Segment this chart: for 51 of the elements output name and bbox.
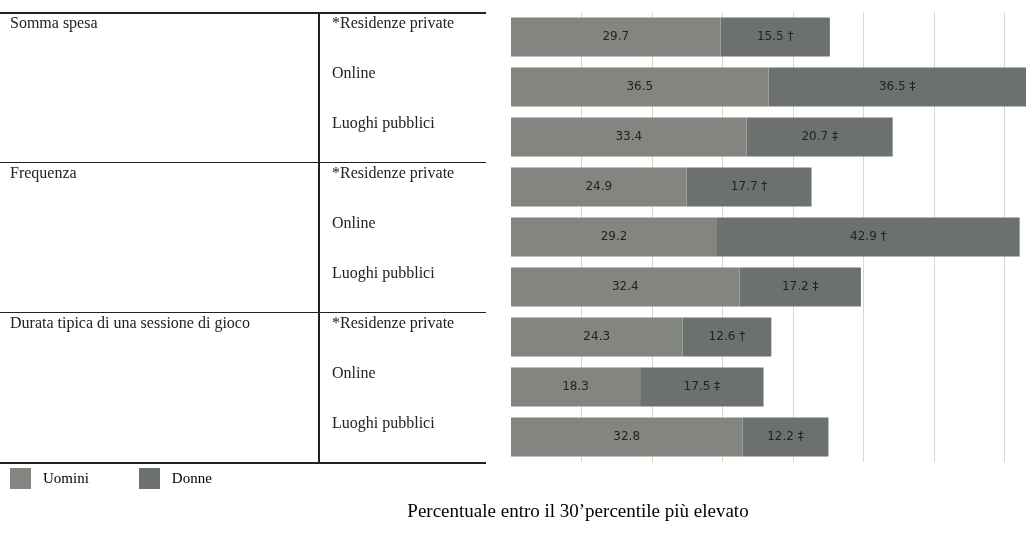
data-label: 36.5 ‡ [878, 79, 916, 94]
y-tick-label: Online [332, 214, 376, 232]
bar [511, 167, 687, 207]
y-tick-label: Luoghi pubblici [332, 114, 436, 133]
data-label: 29.7 [602, 29, 630, 44]
x-axis-title: Percentuale entro il 30’percentile più elevato [406, 500, 750, 522]
bar [717, 217, 1020, 257]
data-label: 12.2 ‡ [767, 429, 804, 444]
bar [511, 267, 740, 307]
bar [746, 117, 893, 157]
bar [686, 167, 812, 207]
data-label: 17.5 ‡ [683, 379, 721, 394]
bar [511, 317, 683, 357]
data-label: 20.7 ‡ [801, 129, 838, 144]
data-label: 24.9 [585, 179, 613, 194]
data-label: 36.5 [626, 79, 654, 94]
y-tick-label: *Residenze private [332, 14, 455, 33]
data-label: 17.2 ‡ [781, 279, 819, 294]
y-tick-label: *Residenze private [332, 314, 455, 333]
y-tick-label: Online [332, 364, 376, 382]
y-tick-label: Online [332, 64, 376, 82]
data-label: 42.9 † [850, 229, 887, 244]
bar [739, 267, 861, 307]
data-label: 15.5 † [756, 29, 794, 44]
data-label: 17.7 † [730, 179, 768, 194]
y-tick-label: *Residenze private [332, 164, 455, 183]
data-label: 12.6 † [708, 329, 746, 344]
y-tick-label: Luoghi pubblici [332, 414, 436, 433]
legend-label: Donne [171, 470, 212, 487]
text: Somma spesa [10, 14, 98, 33]
bar [511, 417, 743, 457]
data-label: 29.2 [600, 229, 628, 244]
bar [511, 17, 721, 57]
data-label: 32.4 [611, 279, 639, 294]
data-label: 32.8 [613, 429, 641, 444]
text: Durata tipica di una sessione di gioco [10, 314, 250, 333]
bar [720, 17, 830, 57]
bar [511, 217, 717, 257]
bar [742, 417, 829, 457]
data-label: 18.3 [562, 379, 589, 394]
bar [640, 367, 764, 407]
bar [511, 367, 641, 407]
y-tick-label: Luoghi pubblici [332, 264, 436, 283]
data-label: 24.3 [583, 329, 611, 344]
bar [511, 67, 769, 107]
data-label: 33.4 [615, 129, 643, 144]
bar [682, 317, 772, 357]
bar [511, 117, 747, 157]
text: Frequenza [10, 164, 77, 183]
bar [768, 67, 1026, 107]
legend-label: Uomini [43, 470, 89, 487]
